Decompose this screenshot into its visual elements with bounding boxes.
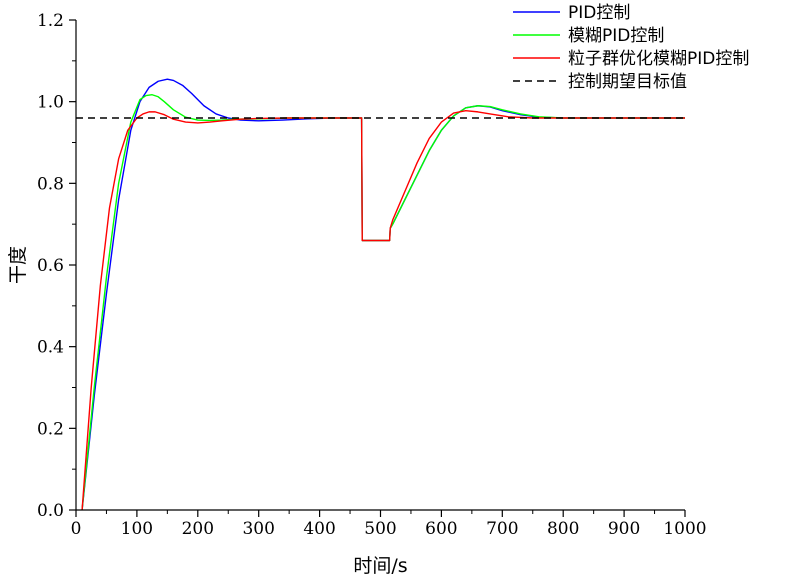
x-tick-label: 700 bbox=[486, 519, 518, 539]
y-tick-label: 0.0 bbox=[37, 501, 64, 521]
x-tick-label: 300 bbox=[242, 519, 274, 539]
y-tick-label: 0.2 bbox=[37, 419, 64, 439]
x-tick-label: 900 bbox=[608, 519, 640, 539]
y-tick-label: 0.6 bbox=[37, 256, 64, 276]
y-tick-label: 1.2 bbox=[37, 11, 64, 31]
x-tick-label: 200 bbox=[182, 519, 214, 539]
series-line-1 bbox=[81, 94, 685, 511]
x-tick-label: 800 bbox=[547, 519, 579, 539]
x-tick-label: 600 bbox=[425, 519, 457, 539]
x-tick-label: 100 bbox=[121, 519, 153, 539]
y-tick-label: 0.8 bbox=[37, 174, 64, 194]
x-axis-title: 时间/s bbox=[353, 555, 407, 577]
x-axis: 0 100 200 300 400 500 600 700 800 900 1000 bbox=[71, 509, 707, 539]
legend-label-0: PID控制 bbox=[568, 3, 630, 23]
legend-label-1: 模糊PID控制 bbox=[568, 26, 664, 46]
x-tick-label: 1000 bbox=[663, 519, 706, 539]
legend-label-2: 粒子群优化模糊PID控制 bbox=[568, 49, 749, 69]
plot-area bbox=[76, 78, 685, 511]
y-axis: 0.0 0.2 0.4 0.6 0.8 1.0 1.2 bbox=[37, 11, 77, 521]
x-tick-label: 500 bbox=[364, 519, 396, 539]
y-tick-label: 1.0 bbox=[37, 93, 64, 113]
y-axis-title: 干度 bbox=[7, 246, 29, 284]
series-line-2 bbox=[81, 109, 685, 511]
x-tick-label: 0 bbox=[71, 519, 82, 539]
series-line-0 bbox=[81, 78, 685, 511]
x-tick-label: 400 bbox=[303, 519, 335, 539]
y-tick-label: 0.4 bbox=[37, 338, 64, 358]
legend-label-3: 控制期望目标值 bbox=[568, 72, 687, 92]
